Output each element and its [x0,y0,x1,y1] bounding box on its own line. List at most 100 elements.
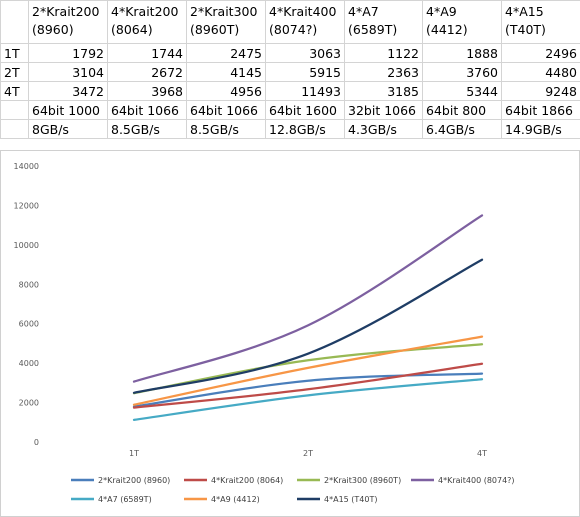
table-row: 2T 3104 2672 4145 5915 2363 3760 4480 [0,62,580,82]
legend-label: 4*A9 (4412) [211,495,260,504]
legend-label: 4*A7 (6589T) [98,495,152,504]
score-cell: 2363 [344,62,423,82]
score-cell: 3760 [422,62,502,82]
legend-item: 4*Krait400 (8074?) [411,476,515,485]
row-label [0,119,29,139]
column-header-name: 4*A15 [505,4,544,19]
column-header-code: (T40T) [505,22,546,37]
y-tick-label: 8000 [19,280,39,289]
series-line [132,214,484,383]
y-tick-label: 10000 [14,241,39,250]
column-header-code: (4412) [426,22,468,37]
row-label: 4T [0,81,29,101]
score-cell: 4480 [501,62,580,82]
memory-cell: 64bit 1600 [265,100,345,120]
legend-item: 2*Krait200 (8960) [71,476,170,485]
score-cell: 3472 [28,81,108,101]
x-tick-label: 1T [129,449,139,458]
column-header: 2*Krait300 (8960T) [186,0,266,44]
memory-cell: 64bit 800 [422,100,502,120]
x-tick-label: 4T [477,449,487,458]
legend-item: 4*Krait200 (8064) [184,476,283,485]
column-header-name: 4*A9 [426,4,457,19]
score-cell: 9248 [501,81,580,101]
series-line [132,372,484,408]
score-cell: 4956 [186,81,266,101]
score-cell: 5344 [422,81,502,101]
row-label: 2T [0,62,29,82]
table-header-row: 2*Krait200 (8960) 4*Krait200 (8064) 2*Krait3… [0,0,580,44]
memory-cell: 8.5GB/s [186,119,266,139]
row-label: 1T [0,43,29,63]
score-cell: 3063 [265,43,345,63]
series-line [132,378,484,422]
column-header-code: (8960T) [190,22,240,37]
table-row: 64bit 1000 64bit 1066 64bit 1066 64bit 1600… [0,100,580,120]
score-cell: 2672 [107,62,187,82]
legend-label: 2*Krait300 (8960T) [324,476,401,485]
memory-cell: 12.8GB/s [265,119,345,139]
legend-item: 2*Krait300 (8960T) [297,476,401,485]
row-label [0,100,29,120]
x-tick-label: 2T [303,449,313,458]
memory-cell: 4.3GB/s [344,119,423,139]
legend-label: 4*A15 (T40T) [324,495,377,504]
table-row: 4T 3472 3968 4956 11493 3185 5344 9248 [0,81,580,101]
score-cell: 3104 [28,62,108,82]
column-header: 2*Krait200 (8960) [28,0,108,44]
score-cell: 3968 [107,81,187,101]
legend-label: 4*Krait400 (8074?) [438,476,515,485]
memory-cell: 14.9GB/s [501,119,580,139]
y-tick-label: 0 [34,438,39,447]
column-header: 4*A15 (T40T) [501,0,580,44]
memory-cell: 64bit 1866 [501,100,580,120]
memory-cell: 64bit 1066 [107,100,187,120]
series-line [132,335,484,406]
score-cell: 3185 [344,81,423,101]
memory-cell: 64bit 1000 [28,100,108,120]
column-header-code: (6589T) [348,22,398,37]
memory-cell: 32bit 1066 [344,100,423,120]
column-header-code: (8074?) [269,22,318,37]
column-header-name: 2*Krait300 [190,4,258,19]
table-body: 2*Krait200 (8960) 4*Krait200 (8064) 2*Krait3… [0,0,580,139]
series-line [132,258,484,394]
legend-label: 4*Krait200 (8064) [211,476,283,485]
score-cell: 5915 [265,62,345,82]
y-tick-label: 14000 [14,162,39,171]
y-tick-label: 12000 [14,201,39,210]
table-row: 1T 1792 1744 2475 3063 1122 1888 2496 [0,43,580,63]
legend-item: 4*A9 (4412) [184,495,260,504]
series-line [132,362,484,409]
legend-item: 4*A7 (6589T) [71,495,152,504]
column-header-name: 4*A7 [348,4,379,19]
legend-item: 4*A15 (T40T) [297,495,377,504]
memory-cell: 6.4GB/s [422,119,502,139]
y-tick-label: 6000 [19,320,39,329]
memory-cell: 64bit 1066 [186,100,266,120]
line-chart: 0 2000 4000 6000 8000 10000 12000 14000 1T 2T 4T 2*… [0,150,580,517]
y-tick-label: 4000 [19,359,39,368]
memory-cell: 8GB/s [28,119,108,139]
score-cell: 2496 [501,43,580,63]
score-cell: 1888 [422,43,502,63]
column-header: 4*Krait400 (8074?) [265,0,345,44]
memory-cell: 8.5GB/s [107,119,187,139]
column-header: 4*A9 (4412) [422,0,502,44]
score-cell: 4145 [186,62,266,82]
score-cell: 1792 [28,43,108,63]
column-header-code: (8064) [111,22,153,37]
chart-svg: 0 2000 4000 6000 8000 10000 12000 14000 1T 2T 4T 2*… [14,162,515,504]
column-header: 4*Krait200 (8064) [107,0,187,44]
column-header-name: 4*Krait200 [111,4,179,19]
column-header: 4*A7 (6589T) [344,0,423,44]
y-tick-label: 2000 [19,399,39,408]
column-header-name: 2*Krait200 [32,4,100,19]
score-cell: 1744 [107,43,187,63]
score-cell: 1122 [344,43,423,63]
table-row: 8GB/s 8.5GB/s 8.5GB/s 12.8GB/s 4.3GB/s 6.4GB/… [0,119,580,139]
column-header [0,0,29,44]
score-cell: 2475 [186,43,266,63]
column-header-code: (8960) [32,22,74,37]
score-cell: 11493 [265,81,345,101]
